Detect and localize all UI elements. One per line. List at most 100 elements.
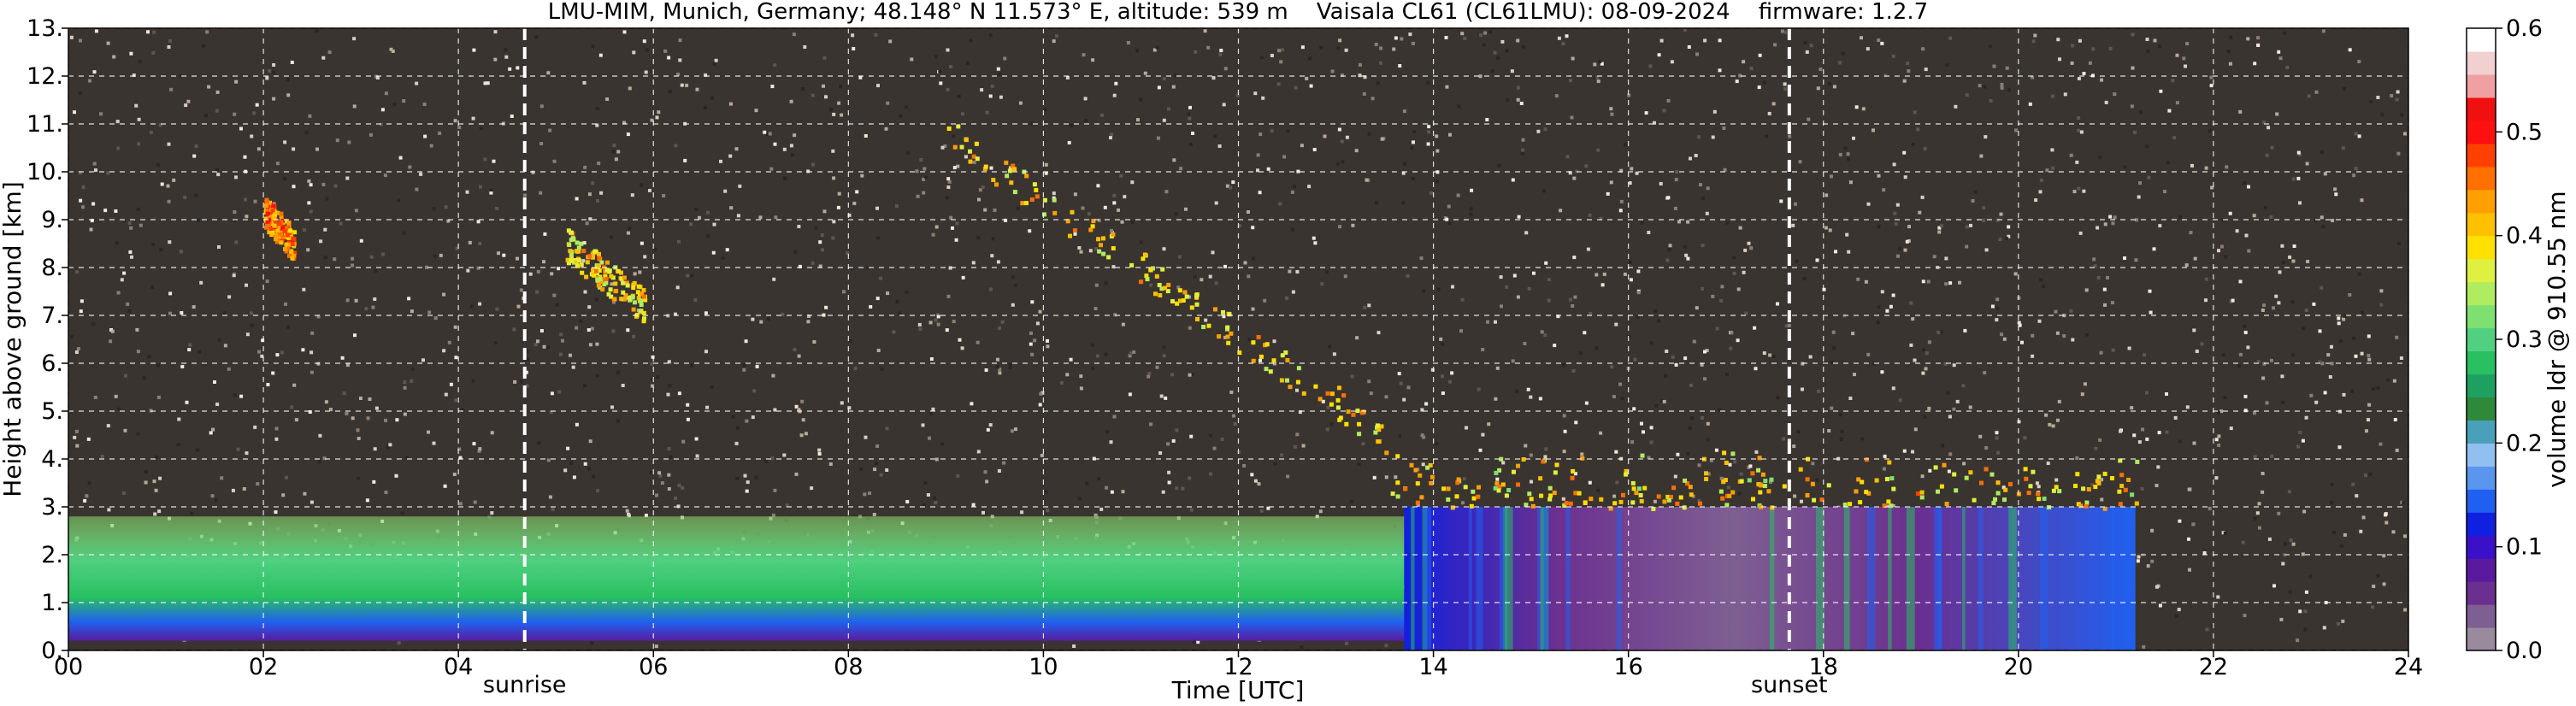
x-tick-label: 00 [54, 654, 83, 680]
noise-speck [1538, 397, 1542, 401]
noise-speck [2331, 530, 2336, 534]
noise-speck [2217, 434, 2221, 438]
cloud-top-pixel [1469, 503, 1474, 509]
noise-speck [1214, 281, 1218, 285]
noise-speck [392, 103, 397, 107]
noise-speck [811, 162, 816, 167]
noise-speck [746, 480, 750, 485]
cloud-top-pixel [2084, 500, 2090, 505]
noise-speck [1670, 60, 1674, 64]
noise-speck [2288, 255, 2292, 259]
noise-speck [998, 371, 1002, 375]
cirrus-pixel [616, 268, 621, 274]
noise-speck [342, 391, 346, 396]
noise-speck [234, 175, 238, 179]
noise-speck [512, 327, 516, 332]
noise-speck [231, 488, 235, 492]
noise-speck [245, 332, 250, 337]
noise-speck [2127, 346, 2131, 350]
noise-speck [2253, 62, 2257, 66]
noise-speck [1615, 480, 1619, 485]
noise-speck [1173, 74, 1177, 78]
cloud-top-pixel [2026, 491, 2031, 496]
noise-speck [1079, 374, 1083, 379]
noise-speck [333, 257, 337, 262]
noise-speck [1184, 207, 1188, 211]
noise-speck [402, 231, 406, 235]
noise-speck [121, 491, 126, 495]
noise-speck [1565, 155, 1570, 159]
noise-speck [199, 280, 203, 285]
noise-speck [1362, 91, 1366, 96]
noise-speck [115, 241, 119, 245]
noise-speck [936, 315, 940, 319]
noise-speck [466, 268, 470, 273]
noise-speck [354, 209, 358, 213]
noise-speck [2165, 392, 2168, 396]
noise-speck [76, 347, 80, 351]
noise-speck [1229, 185, 1233, 190]
cloud-top-pixel [1759, 504, 1764, 509]
noise-speck [1860, 437, 1864, 441]
noise-speck [583, 384, 587, 388]
cirrus-pixel [642, 316, 646, 321]
cirrus-pixel [1194, 295, 1200, 300]
noise-speck [1365, 178, 1369, 182]
noise-speck [2007, 88, 2011, 92]
noise-speck [2243, 409, 2248, 413]
noise-speck [2282, 553, 2286, 557]
noise-speck [2182, 56, 2186, 61]
cirrus-pixel [964, 138, 969, 143]
noise-speck [2069, 153, 2073, 157]
noise-speck [130, 255, 133, 259]
noise-speck [1110, 228, 1114, 232]
noise-speck [1376, 331, 1381, 335]
cloud-top-pixel [1455, 480, 1460, 485]
noise-speck [1252, 256, 1256, 261]
noise-speck [625, 509, 629, 513]
noise-speck [1119, 174, 1123, 178]
noise-speck [754, 109, 758, 113]
noise-speck [1963, 328, 1967, 332]
cloud-top-pixel [1497, 484, 1502, 489]
noise-speck [997, 469, 1001, 473]
noise-speck [681, 439, 686, 444]
noise-speck [2386, 378, 2390, 382]
noise-speck [106, 41, 110, 45]
cirrus-pixel [276, 224, 281, 229]
noise-speck [928, 436, 931, 440]
noise-speck [1079, 386, 1083, 391]
noise-speck [1838, 61, 1842, 65]
noise-speck [2396, 151, 2401, 156]
noise-speck [801, 418, 805, 422]
cirrus-pixel [1251, 340, 1256, 345]
x-tick-label: 10 [1029, 654, 1058, 680]
cirrus-pixel [576, 245, 581, 250]
noise-speck [1971, 199, 1975, 203]
noise-speck [1689, 156, 1692, 161]
noise-speck [1340, 74, 1344, 77]
noise-speck [1948, 452, 1953, 456]
noise-speck [879, 473, 883, 477]
noise-speck [1477, 387, 1481, 391]
noise-speck [1978, 434, 1983, 438]
noise-speck [1776, 396, 1780, 400]
noise-speck [308, 114, 312, 118]
noise-speck [2046, 462, 2050, 465]
noise-speck [1374, 43, 1378, 46]
noise-speck [1188, 373, 1192, 377]
noise-speck [2039, 178, 2043, 182]
noise-speck [1660, 398, 1664, 403]
noise-speck [1511, 359, 1515, 363]
noise-speck [74, 429, 79, 433]
noise-speck [1743, 248, 1748, 252]
noise-speck [1769, 480, 1772, 484]
cirrus-pixel [566, 261, 571, 266]
noise-speck [1547, 298, 1551, 303]
cloud-top-pixel [2086, 487, 2091, 491]
noise-speck [1701, 244, 1705, 248]
noise-speck [1175, 428, 1179, 432]
cloud-top-pixel [1463, 485, 1468, 490]
noise-speck [621, 384, 625, 387]
noise-speck [996, 67, 1000, 71]
